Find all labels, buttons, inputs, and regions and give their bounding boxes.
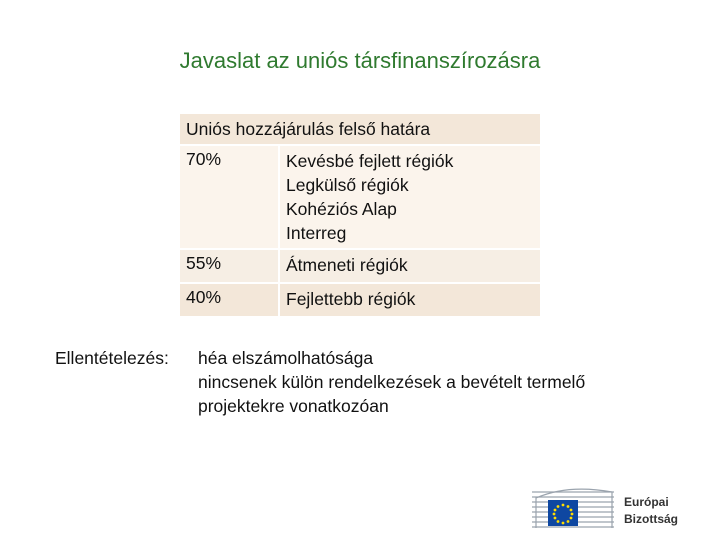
region-item: Átmeneti régiók [286,255,408,275]
region-cell: Kevésbé fejlett régiók Legkülső régiók K… [280,146,540,248]
region-cell: Fejlettebb régiók [280,284,540,316]
table-header: Uniós hozzájárulás felső határa [180,114,540,144]
region-item: Fejlettebb régiók [286,289,416,309]
region-item: Kevésbé fejlett régiók [286,151,454,171]
region-item: Interreg [286,223,347,243]
table-row: 70% Kevésbé fejlett régiók Legkülső régi… [180,146,540,248]
table-row: 55% Átmeneti régiók [180,250,540,282]
offsetting-label: Ellentételezés: [55,348,169,368]
offsetting-section: Ellentételezés: héa elszámolhatósága ninc… [55,346,585,418]
cofinancing-table: Uniós hozzájárulás felső határa 70% Kevé… [180,112,540,318]
offsetting-text: nincsenek külön rendelkezések a bevételt… [198,372,586,392]
rate-cell: 55% [180,250,280,282]
slide-title: Javaslat az uniós társfinanszírozásra [179,48,541,73]
region-cell: Átmeneti régiók [280,250,540,282]
rate-cell: 70% [180,146,280,248]
offsetting-line-1: Ellentételezés: héa elszámolhatósága [55,346,585,370]
offsetting-text: projektekre vonatkozóan [198,396,389,416]
european-commission-logo: Európai Bizottság [528,484,688,532]
region-item: Kohéziós Alap [286,199,397,219]
rate-cell: 40% [180,284,280,316]
offsetting-text: héa elszámolhatósága [198,348,374,368]
eu-flag-building-icon [532,488,614,528]
logo-text: Európai Bizottság [624,494,678,528]
logo-line: Európai [624,495,669,509]
region-item: Legkülső régiók [286,175,409,195]
logo-line: Bizottság [624,512,678,526]
table-row: 40% Fejlettebb régiók [180,284,540,316]
